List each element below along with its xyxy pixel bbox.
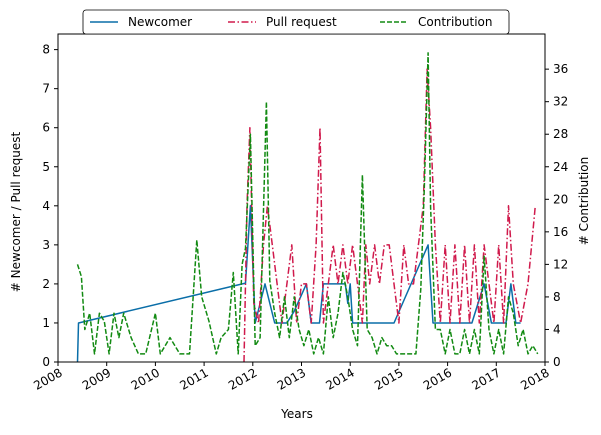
x-tick-label: 2012 (226, 365, 259, 392)
x-tick-label: 2014 (323, 365, 356, 392)
x-tick-label: 2009 (80, 365, 113, 392)
legend-label: Newcomer (128, 15, 192, 29)
series-layer (76, 52, 539, 363)
plot-frame (57, 33, 546, 363)
legend-box (82, 9, 510, 35)
series-line-pull-request (243, 68, 537, 363)
y-tick-label-right: 36 (553, 62, 568, 76)
y-axis-label-right: # Contribution (577, 157, 591, 245)
y-axis-label-left: # Newcomer / Pull request (9, 132, 23, 293)
x-tick-label: 2008 (31, 365, 64, 392)
y-tick-label-left: 4 (42, 199, 50, 213)
x-tick-label: 2015 (372, 365, 405, 392)
legend-label: Contribution (418, 15, 493, 29)
y-tick-label-right: 16 (553, 225, 568, 239)
series-line-newcomer (76, 205, 521, 363)
x-axis-label: Years (280, 407, 313, 421)
x-tick-label: 2018 (518, 365, 551, 392)
y-tick-label-right: 20 (553, 192, 568, 206)
y-tick-label-right: 12 (553, 257, 568, 271)
y-tick-label-right: 8 (553, 290, 561, 304)
series-line-contribution (76, 52, 539, 355)
x-tick-label: 2016 (421, 365, 454, 392)
x-tick-label: 2010 (129, 365, 162, 392)
y-tick-label-left: 7 (42, 82, 50, 96)
y-tick-label-right: 0 (553, 355, 561, 369)
x-tick-label: 2017 (470, 365, 503, 392)
y-tick-label-left: 5 (42, 160, 50, 174)
y-tick-label-left: 0 (42, 355, 50, 369)
legend-label: Pull request (266, 15, 337, 29)
legend: Newcomer Pull request Contribution (82, 9, 510, 35)
y-tick-label-left: 2 (42, 277, 50, 291)
y-tick-label-right: 24 (553, 160, 568, 174)
y-tick-label-right: 32 (553, 95, 568, 109)
x-tick-label: 2011 (177, 365, 210, 392)
y-tick-label-right: 4 (553, 322, 561, 336)
axes-layer: 2008 2009 2010 2011 2012 2013 2014 2015 2016 2017… (31, 33, 568, 393)
y-tick-label-right: 28 (553, 127, 568, 141)
y-tick-label-left: 3 (42, 238, 50, 252)
y-tick-label-left: 6 (42, 121, 50, 135)
y-tick-label-left: 1 (42, 316, 50, 330)
x-tick-label: 2013 (275, 365, 308, 392)
y-tick-label-left: 8 (42, 43, 50, 57)
